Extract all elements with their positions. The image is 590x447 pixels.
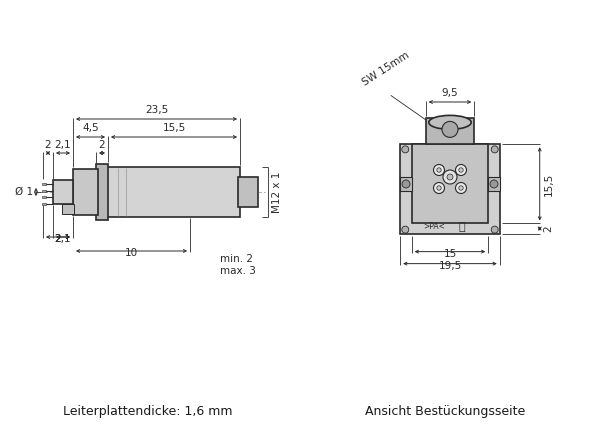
Bar bbox=[42, 196, 46, 198]
Circle shape bbox=[491, 146, 498, 153]
Bar bbox=[53, 180, 73, 204]
Text: 4,5: 4,5 bbox=[82, 123, 99, 133]
Bar bbox=[106, 167, 240, 217]
Bar bbox=[42, 183, 46, 185]
Text: 2: 2 bbox=[55, 234, 61, 244]
Bar bbox=[426, 118, 474, 144]
Circle shape bbox=[459, 168, 463, 172]
Text: 2: 2 bbox=[99, 140, 105, 150]
Text: SW 15mm: SW 15mm bbox=[360, 50, 411, 87]
Text: 2: 2 bbox=[45, 140, 51, 150]
Text: 23,5: 23,5 bbox=[145, 105, 168, 115]
Bar bbox=[400, 144, 500, 234]
Bar bbox=[96, 164, 108, 220]
Circle shape bbox=[402, 146, 409, 153]
Circle shape bbox=[491, 226, 498, 233]
Bar bbox=[73, 169, 98, 215]
Circle shape bbox=[402, 180, 410, 188]
Circle shape bbox=[437, 168, 441, 172]
Text: 15: 15 bbox=[443, 249, 457, 259]
Circle shape bbox=[434, 182, 444, 194]
Text: >PA<: >PA< bbox=[423, 222, 445, 231]
Text: M12 x 1: M12 x 1 bbox=[272, 171, 282, 213]
Circle shape bbox=[402, 226, 409, 233]
Text: Ansicht Bestückungsseite: Ansicht Bestückungsseite bbox=[365, 405, 525, 418]
Text: 2,1: 2,1 bbox=[55, 140, 71, 150]
Bar bbox=[400, 177, 412, 191]
Circle shape bbox=[434, 164, 444, 176]
Bar bbox=[42, 190, 46, 192]
Circle shape bbox=[443, 170, 457, 184]
Circle shape bbox=[490, 180, 498, 188]
Text: 15,5: 15,5 bbox=[544, 172, 554, 195]
Circle shape bbox=[455, 182, 467, 194]
Text: max. 3: max. 3 bbox=[220, 266, 256, 276]
Circle shape bbox=[447, 174, 453, 180]
Text: Leiterplattendicke: 1,6 mm: Leiterplattendicke: 1,6 mm bbox=[63, 405, 232, 418]
Bar bbox=[489, 177, 500, 191]
Bar bbox=[42, 203, 46, 205]
Circle shape bbox=[455, 164, 467, 176]
Bar bbox=[62, 204, 74, 214]
Text: Ø 1: Ø 1 bbox=[15, 187, 33, 197]
Text: 9,5: 9,5 bbox=[442, 88, 458, 98]
Bar bbox=[412, 144, 489, 224]
Text: 15,5: 15,5 bbox=[162, 123, 186, 133]
Text: 19,5: 19,5 bbox=[438, 261, 461, 270]
Circle shape bbox=[459, 186, 463, 190]
Ellipse shape bbox=[429, 115, 471, 129]
Text: 2,1: 2,1 bbox=[55, 234, 71, 244]
Text: min. 2: min. 2 bbox=[220, 254, 253, 264]
Circle shape bbox=[442, 122, 458, 137]
Bar bbox=[238, 177, 258, 207]
Circle shape bbox=[437, 186, 441, 190]
Text: 10: 10 bbox=[125, 248, 138, 258]
Text: 2: 2 bbox=[544, 225, 554, 232]
Text: ⏚: ⏚ bbox=[458, 222, 466, 232]
